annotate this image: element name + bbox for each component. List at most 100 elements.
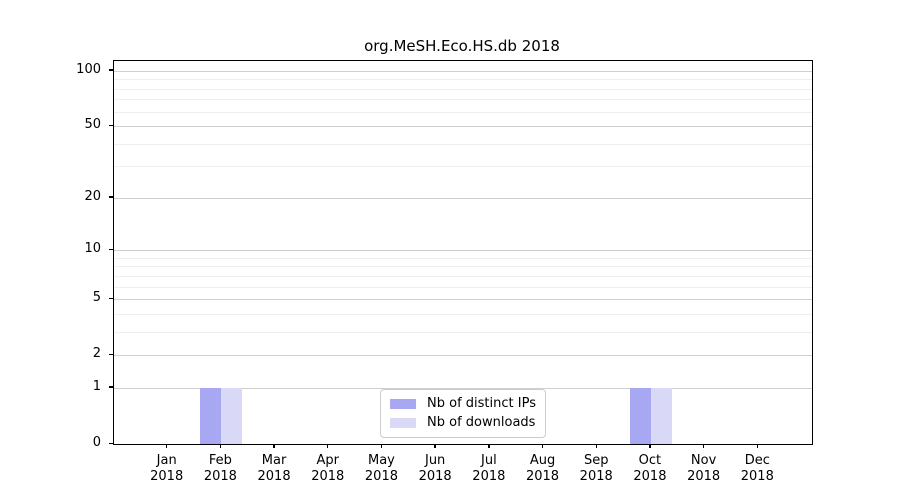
x-tick-month: Jan [156,453,177,468]
x-tick-month: Mar [261,453,287,468]
x-axis: Jan 2018 Feb 2018 Mar 2018 Apr 2018 May 2018 Jun 20… [113,444,811,496]
x-tick-jun [434,444,436,448]
bar-nb-of-distinct-ips-oct [629,387,651,444]
y-tick-label-5: 5 [92,290,101,306]
gridline-y-10 [114,250,812,252]
y-tick-label-0: 0 [92,435,101,450]
x-tick-month: Aug [529,453,556,468]
x-tick-label-feb: Feb 2018 [180,453,260,485]
y-tick-100 [109,69,113,71]
x-tick-month: Dec [744,453,770,468]
gridline-y-minor-4 [114,313,812,315]
gridline-y-minor-30 [114,166,812,168]
gridlines-layer [114,61,812,444]
x-tick-year: 2018 [203,469,237,484]
x-tick-month: Apr [316,453,340,468]
gridline-y-20 [114,197,812,199]
bar-nb-of-distinct-ips-feb [200,387,222,444]
legend-label-nb-of-distinct-ips: Nb of distinct IPs [427,396,536,411]
x-tick-label-oct: Oct 2018 [610,453,690,485]
x-tick-label-dec: Dec 2018 [717,453,797,485]
x-tick-year: 2018 [687,469,721,484]
y-tick-0 [109,442,113,444]
x-tick-label-aug: Aug 2018 [503,453,583,485]
x-tick-year: 2018 [472,469,506,484]
x-tick-may [380,444,383,448]
gridline-y-minor-3 [114,331,812,333]
x-tick-label-sep: Sep 2018 [556,453,636,485]
gridline-y-minor-8 [114,266,812,268]
gridline-y-minor-60 [114,111,812,113]
x-tick-label-jun: Jun 2018 [395,453,475,485]
x-tick-year: 2018 [150,469,184,484]
x-tick-year: 2018 [311,469,345,484]
plot-area: Nb of distinct IPs Nb of downloads [113,60,813,445]
x-tick-month: Jul [481,453,497,468]
x-tick-dec [756,444,758,448]
x-tick-year: 2018 [633,469,667,484]
x-tick-year: 2018 [740,469,774,484]
x-tick-nov [702,444,705,448]
gridline-y-1 [114,387,812,389]
legend-swatch-nb-of-distinct-ips [390,399,417,409]
y-tick-label-20: 20 [84,188,101,204]
y-tick-50 [109,124,113,127]
gridline-y-2 [114,355,812,357]
x-tick-feb [219,444,222,448]
y-tick-20 [109,196,113,198]
x-tick-label-nov: Nov 2018 [664,453,744,485]
y-tick-10 [109,248,113,251]
y-tick-2 [109,353,113,356]
legend-label-nb-of-downloads: Nb of downloads [427,415,536,430]
x-tick-month: Jun [424,453,446,468]
y-tick-label-50: 50 [84,117,101,133]
x-tick-month: Nov [690,453,717,468]
legend-row-nb-of-downloads: Nb of downloads [390,416,536,430]
gridline-y-5 [114,299,812,301]
y-tick-label-2: 2 [92,346,101,362]
bar-nb-of-downloads-feb [221,387,243,444]
x-tick-apr [327,444,329,448]
gridline-y-minor-6 [114,286,812,288]
x-tick-oct [649,444,651,448]
gridline-y-minor-40 [114,143,812,145]
gridline-y-minor-7 [114,275,812,277]
x-tick-year: 2018 [525,469,560,484]
x-tick-month: May [368,453,395,468]
x-tick-month: Feb [208,453,232,468]
x-tick-jul [488,444,490,448]
x-tick-year: 2018 [257,469,291,484]
x-tick-label-jul: Jul 2018 [449,453,529,485]
x-tick-mar [273,444,275,448]
legend-row-nb-of-distinct-ips: Nb of distinct IPs [390,397,536,411]
x-tick-year: 2018 [579,469,613,484]
y-tick-label-1: 1 [92,378,101,394]
x-tick-label-apr: Apr 2018 [288,453,368,485]
y-tick-label-100: 100 [76,61,101,77]
gridline-y-100 [114,70,812,72]
x-tick-label-mar: Mar 2018 [234,453,314,485]
x-tick-month: Sep [583,453,609,468]
x-tick-label-may: May 2018 [341,453,421,485]
bar-nb-of-downloads-oct [650,387,672,444]
y-tick-label-10: 10 [84,241,101,257]
gridline-y-minor-90 [114,79,812,81]
y-tick-1 [109,386,113,388]
y-tick-5 [109,297,113,300]
legend: Nb of distinct IPs Nb of downloads [380,389,546,438]
x-tick-label-jan: Jan 2018 [127,453,207,485]
legend-swatch-nb-of-downloads [390,418,417,428]
x-tick-jan [165,444,168,448]
y-axis: 100 50 20 10 5 2 1 0 [0,60,113,450]
x-tick-sep [595,444,597,448]
gridline-y-minor-80 [114,88,812,90]
bars-layer [114,61,812,444]
gridline-y-50 [114,126,812,128]
x-tick-year: 2018 [418,469,452,484]
x-tick-year: 2018 [364,469,398,484]
chart-title: org.MeSH.Eco.HS.db 2018 [364,37,560,55]
gridline-y-minor-70 [114,99,812,101]
gridline-y-minor-9 [114,257,812,259]
x-tick-month: Oct [638,453,662,468]
